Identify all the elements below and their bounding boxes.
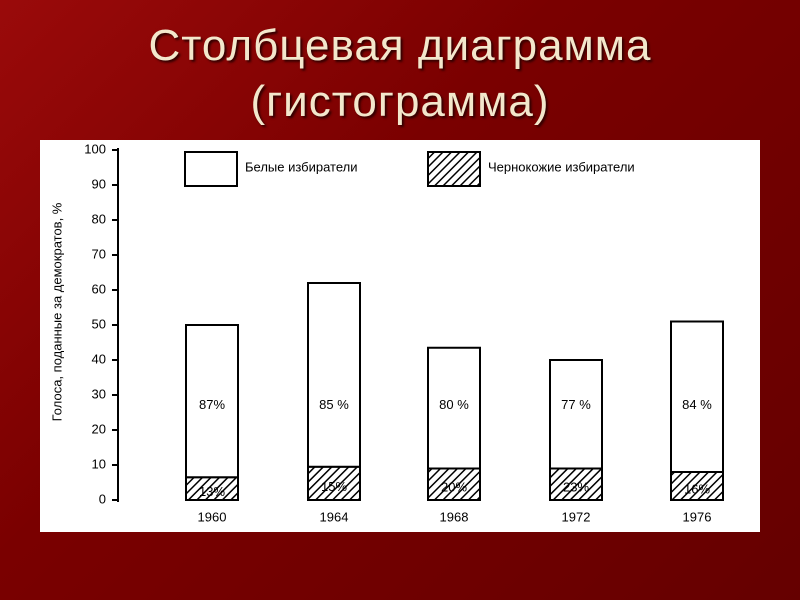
bar-segment bbox=[670, 320, 724, 473]
share-label: 20% bbox=[441, 480, 467, 495]
x-tick-label: 1976 bbox=[683, 509, 712, 524]
share-label: 13% bbox=[199, 484, 225, 499]
y-tick-label: 40 bbox=[92, 351, 106, 366]
title-line: Столбцевая диаграмма bbox=[148, 21, 652, 70]
bar-segment bbox=[307, 282, 361, 468]
x-tick-label: 1972 bbox=[562, 509, 591, 524]
y-tick-label: 90 bbox=[92, 176, 106, 191]
y-tick-label: 0 bbox=[99, 491, 106, 506]
y-tick-label: 50 bbox=[92, 316, 106, 331]
y-axis-label: Голоса, поданные за демократов, % bbox=[49, 202, 64, 421]
bar-segment bbox=[427, 346, 481, 470]
share-label: 77 % bbox=[561, 397, 591, 412]
legend-label: Чернокожие избиратели bbox=[488, 159, 635, 174]
bar-segment bbox=[185, 324, 239, 479]
chart-area bbox=[40, 140, 760, 532]
x-tick-label: 1960 bbox=[198, 509, 227, 524]
bar-segment bbox=[307, 465, 361, 501]
share-label: 16% bbox=[684, 481, 710, 496]
share-label: 85 % bbox=[319, 397, 349, 412]
share-label: 87% bbox=[199, 397, 225, 412]
x-tick-label: 1964 bbox=[320, 509, 349, 524]
share-label: 84 % bbox=[682, 397, 712, 412]
y-tick-label: 80 bbox=[92, 211, 106, 226]
title-line: (гистограмма) bbox=[250, 77, 550, 126]
share-label: 23% bbox=[563, 480, 589, 495]
legend-label: Белые избиратели bbox=[245, 159, 358, 174]
legend-swatch bbox=[184, 151, 238, 187]
slide-title: Столбцевая диаграмма (гистограмма) bbox=[0, 18, 800, 130]
y-tick-label: 100 bbox=[84, 141, 106, 156]
x-tick-label: 1968 bbox=[440, 509, 469, 524]
bar-segment bbox=[549, 359, 603, 470]
share-label: 15% bbox=[321, 479, 347, 494]
y-tick-label: 10 bbox=[92, 456, 106, 471]
y-tick-label: 30 bbox=[92, 386, 106, 401]
share-label: 80 % bbox=[439, 397, 469, 412]
y-tick-label: 20 bbox=[92, 421, 106, 436]
legend-swatch bbox=[427, 151, 481, 187]
y-tick-label: 70 bbox=[92, 246, 106, 261]
y-tick-label: 60 bbox=[92, 281, 106, 296]
